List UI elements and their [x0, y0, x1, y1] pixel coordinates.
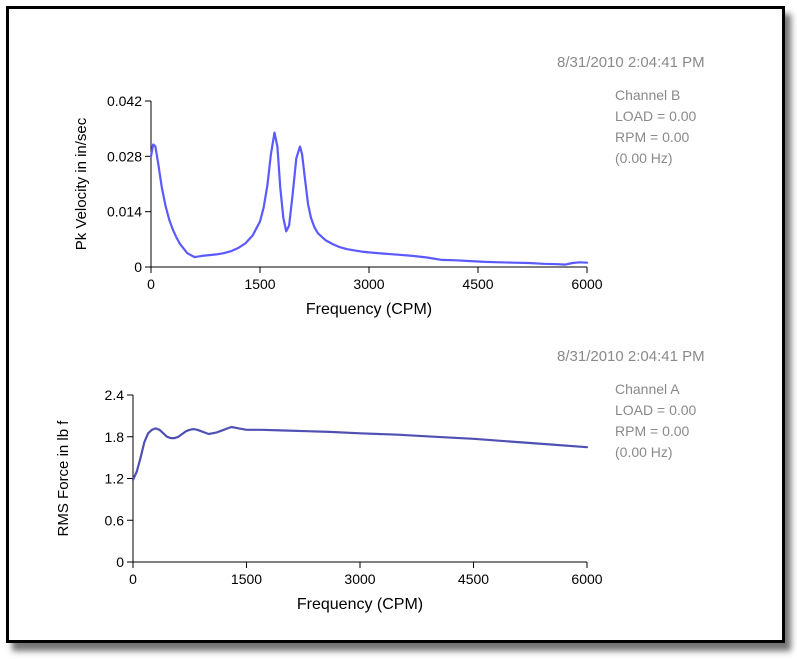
chart-frame: 8/31/2010 2:04:41 PM Channel B LOAD = 0.… [6, 6, 785, 643]
y-tick-label: 2.4 [105, 387, 125, 403]
rpm-readout: RPM = 0.00 [615, 129, 690, 145]
y-tick-label: 0.028 [107, 148, 142, 164]
timestamp-bottom: 8/31/2010 2:04:41 PM [557, 348, 705, 365]
x-axis-label: Frequency (CPM) [297, 596, 423, 613]
x-tick-label: 4500 [458, 571, 489, 587]
y-tick-label: 0 [116, 554, 124, 570]
x-tick-label: 6000 [571, 571, 602, 587]
series-line [131, 425, 589, 481]
x-tick-label: 3000 [344, 571, 375, 587]
y-tick-label: 0.6 [105, 512, 125, 528]
y-axis-label: RMS Force in lb f [55, 420, 72, 537]
x-tick-label: 0 [129, 571, 137, 587]
load-readout: LOAD = 0.00 [615, 108, 697, 124]
x-axis-label: Frequency (CPM) [306, 301, 432, 318]
x-tick-label: 1500 [244, 276, 275, 292]
channel-info-bottom: Channel A LOAD = 0.00 RPM = 0.00 (0.00 H… [615, 379, 696, 463]
x-tick-label: 0 [147, 276, 155, 292]
series-line [149, 131, 589, 266]
x-tick-label: 1500 [231, 571, 262, 587]
force-chart: 0 0.6 1.2 1.8 2.4 0 1500 3000 4500 6000 Frequency … [55, 387, 603, 613]
channel-info-top: Channel B LOAD = 0.00 RPM = 0.00 (0.00 H… [615, 85, 696, 169]
y-tick-label: 0.042 [107, 93, 142, 109]
channel-label: Channel B [615, 87, 681, 103]
channel-label: Channel A [615, 381, 680, 397]
x-tick-label: 3000 [353, 276, 384, 292]
y-tick-label: 0 [134, 259, 142, 275]
timestamp-top: 8/31/2010 2:04:41 PM [557, 54, 705, 71]
load-readout: LOAD = 0.00 [615, 402, 697, 418]
rpm-readout: RPM = 0.00 [615, 423, 690, 439]
y-axis-label: Pk Velocity in in/sec [73, 117, 90, 250]
x-tick-label: 6000 [571, 276, 602, 292]
hz-readout: (0.00 Hz) [615, 444, 673, 460]
y-tick-label: 0.014 [107, 204, 142, 220]
velocity-chart: 0 0.014 0.028 0.042 0 1500 3000 4500 6000 Frequen… [73, 93, 603, 318]
y-tick-label: 1.8 [105, 429, 125, 445]
hz-readout: (0.00 Hz) [615, 150, 673, 166]
x-tick-label: 4500 [462, 276, 493, 292]
y-tick-label: 1.2 [105, 471, 125, 487]
